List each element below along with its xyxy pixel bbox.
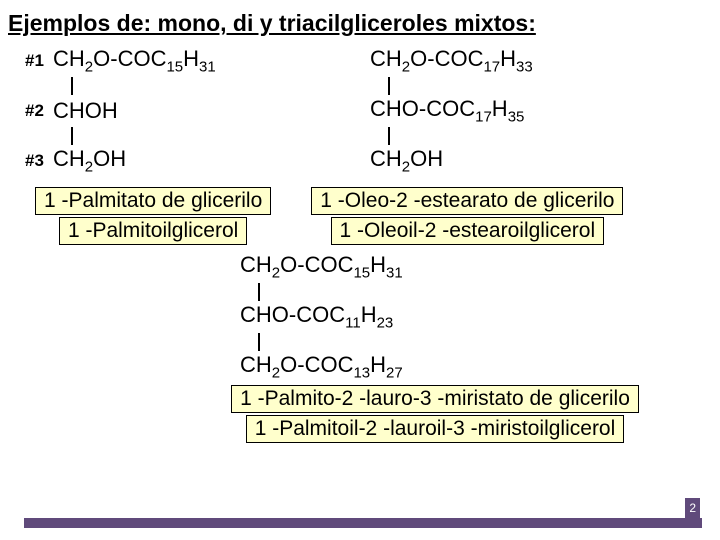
- names-left: 1 -Palmitato de glicerilo 1 -Palmitoilgl…: [35, 185, 271, 245]
- page-number: 2: [685, 498, 700, 518]
- bond-vertical: [388, 77, 390, 95]
- formula-right-1: CH2O-COC17H33: [370, 46, 533, 75]
- top-names-row: 1 -Palmitato de glicerilo 1 -Palmitoilgl…: [0, 185, 720, 245]
- formula-bottom-2: CHO-COC11H23: [240, 302, 393, 331]
- names-bottom: 1 -Palmito-2 -lauro-3 -miristato de glic…: [150, 383, 720, 443]
- name-box: 1 -Palmitoilglicerol: [59, 217, 247, 245]
- name-box: 1 -Palmito-2 -lauro-3 -miristato de glic…: [231, 385, 639, 413]
- formula-left-3: CH2OH: [53, 146, 126, 175]
- formula-right-3: CH2OH: [370, 146, 443, 175]
- bond-vertical: [71, 77, 73, 95]
- footer-bar: [24, 518, 702, 528]
- structure-right: CH2O-COC17H33 CHO-COC17H35 CH2OH: [370, 45, 533, 177]
- carbon-label-1: #1: [25, 51, 53, 71]
- top-structures-row: #1 CH2O-COC15H31 #2 CHOH #3 CH2OH CH2O-C…: [0, 45, 720, 177]
- formula-left-1: CH2O-COC15H31: [53, 46, 216, 75]
- name-box: 1 -Oleoil-2 -estearoilglicerol: [331, 217, 605, 245]
- carbon-label-3: #3: [25, 151, 53, 171]
- formula-right-2: CHO-COC17H35: [370, 96, 524, 125]
- page-title: Ejemplos de: mono, di y triacilglicerole…: [0, 0, 720, 45]
- bond-vertical: [258, 333, 260, 351]
- name-box: 1 -Oleo-2 -estearato de glicerilo: [311, 187, 623, 215]
- bond-vertical: [71, 127, 73, 145]
- formula-bottom-1: CH2O-COC15H31: [240, 252, 403, 281]
- names-right: 1 -Oleo-2 -estearato de glicerilo 1 -Ole…: [311, 185, 623, 245]
- carbon-label-2: #2: [25, 101, 53, 121]
- structure-bottom: CH2O-COC15H31 CHO-COC11H23 CH2O-COC13H27: [240, 251, 720, 383]
- name-box: 1 -Palmitoil-2 -lauroil-3 -miristoilglic…: [246, 415, 625, 443]
- name-box: 1 -Palmitato de glicerilo: [35, 187, 271, 215]
- formula-left-2: CHOH: [53, 98, 118, 124]
- structure-left: #1 CH2O-COC15H31 #2 CHOH #3 CH2OH: [25, 45, 370, 177]
- formula-bottom-3: CH2O-COC13H27: [240, 352, 403, 381]
- bond-vertical: [258, 283, 260, 301]
- bond-vertical: [388, 127, 390, 145]
